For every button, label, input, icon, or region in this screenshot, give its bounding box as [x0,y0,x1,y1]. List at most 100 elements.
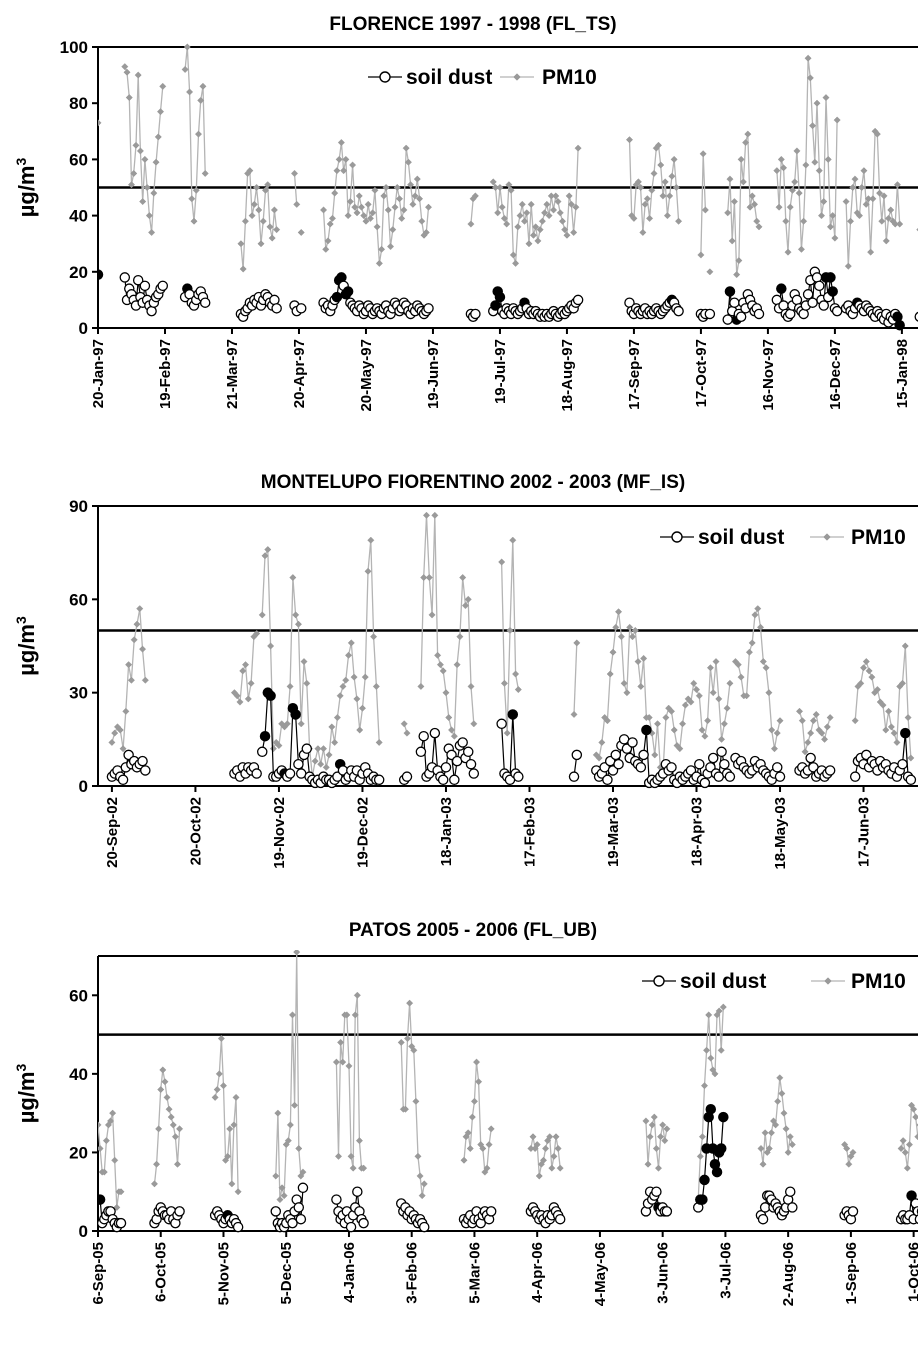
pm10-point [456,633,464,641]
pm10-point [748,639,756,647]
pm10-point [804,738,812,746]
soil-dust-point [661,1206,673,1217]
pm10-line [776,58,838,253]
pm10-point [122,707,130,715]
pm10-point [190,217,198,225]
pm10-point [639,228,647,237]
pm10-point [332,1058,340,1066]
pm10-point [171,1133,179,1141]
pm10-point [548,1164,556,1172]
pm10-point [489,178,497,186]
pm10-point [284,1137,292,1145]
pm10-point [300,658,308,666]
pm10-point [637,183,645,192]
pm10-line [492,148,579,264]
soil-dust-point [496,718,507,730]
pm10-point [125,94,133,102]
soil-dust-point [132,274,144,286]
y-tick-label: 30 [69,684,88,703]
pm10-point [617,633,625,641]
pm10-point [897,1144,905,1153]
pm10-point [349,1164,357,1172]
soil-dust-point [117,774,129,786]
pm10-point [362,217,370,225]
soil-dust-point [401,771,413,782]
pm10-point [143,183,151,192]
pm10-point [375,259,383,267]
pm10-point [570,228,578,237]
soil-dust-point-filled [825,272,836,283]
pm10-point [98,119,102,127]
pm10-point [250,200,258,208]
pm10-point [467,220,475,228]
pm10-point [337,138,345,147]
legend-soil-marker [653,975,665,987]
pm10-point [291,1101,299,1109]
x-tick-label: 6-Oct-05 [153,1242,170,1302]
pm10-point [134,71,142,79]
pm10-point [690,679,698,687]
x-tick-label: 1-Sep-06 [843,1242,860,1305]
pm10-point [679,720,687,728]
pm10-point [378,245,386,253]
pm10-point [351,1011,359,1019]
pm10-point [737,155,745,163]
pm10-point [857,679,865,687]
pm10-point [643,195,651,203]
pm10-point [100,1168,108,1176]
soil-dust-point-filled [290,709,301,720]
pm10-point [244,695,252,703]
pm10-point [910,1105,918,1113]
pm10-point [471,192,479,200]
pm10-point [730,197,738,206]
soil-dust-point [791,294,803,306]
pm10-line [463,1062,492,1175]
pm10-point [472,1058,481,1066]
pm10-point [215,1070,223,1078]
pm10-point [255,206,263,214]
pm10-point [161,1078,169,1086]
soil-dust-point-filled [892,311,903,323]
pm10-point [707,1054,715,1062]
pm10-point [703,1046,711,1054]
pm10-point [788,186,797,194]
soil-dust-point-filled [265,690,276,702]
pm10-point [145,212,153,220]
pm10-point [384,206,392,214]
soil-dust-point [295,303,307,314]
x-tick-label: 19-Mar-03 [605,797,622,867]
pm10-point [901,642,909,650]
soil-dust-point [771,762,783,773]
pm10-point [116,726,124,734]
pm10-line [700,153,707,255]
pm10-point [899,1137,907,1145]
soil-dust-point [513,771,524,782]
soil-dust-point-filled [331,291,343,303]
pm10-point [370,633,378,641]
pm10-point [483,1164,491,1172]
soil-dust-point [735,311,747,323]
pm10-point [464,1129,472,1137]
soil-dust-point-filled [894,319,905,331]
pm10-point [297,720,305,728]
pm10-point [603,717,611,725]
pm10-point [782,1125,790,1133]
pm10-point [759,1160,767,1168]
y-axis-label-superscript: 3 [13,1064,29,1072]
pm10-point [278,1184,286,1192]
pm10-point [642,1117,650,1125]
pm10-point [319,745,328,753]
pm10-point [726,175,734,183]
pm10-point [813,99,821,107]
pm10-point [343,1011,351,1019]
pm10-point [820,197,828,206]
pm10-point [876,189,884,197]
x-tick-label: 4-Jan-06 [341,1242,358,1303]
pm10-point [687,698,695,706]
soil-dust-point [423,303,434,314]
pm10-point [756,623,765,631]
soil-dust-point-filled [697,1194,708,1205]
pm10-point [361,673,369,681]
soil-dust-point-filled [98,1194,106,1205]
pm10-point [453,661,461,669]
